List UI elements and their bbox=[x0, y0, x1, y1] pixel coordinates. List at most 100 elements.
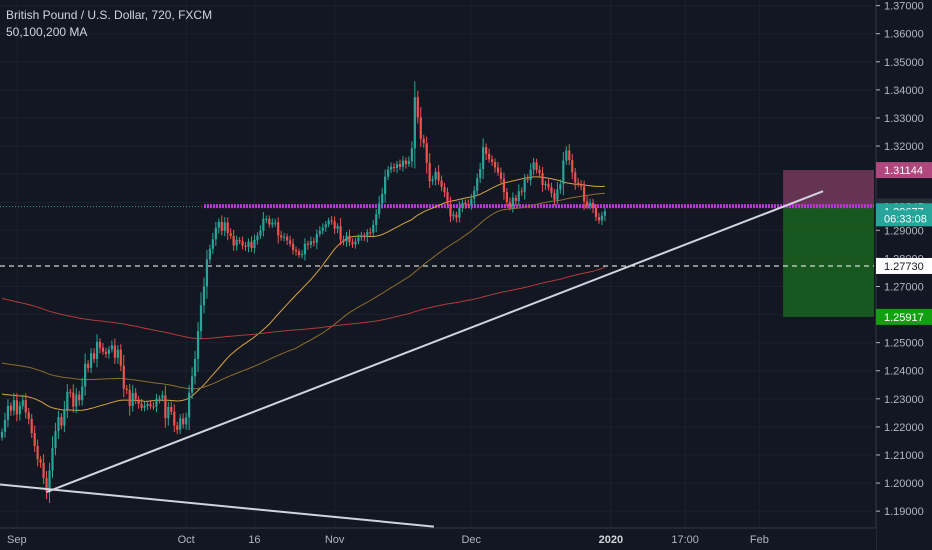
candle-body bbox=[431, 179, 434, 182]
price-label-bg bbox=[876, 162, 932, 179]
candle-body bbox=[283, 236, 286, 238]
symbol-title: British Pound / U.S. Dollar, 720, FXCM bbox=[6, 8, 213, 22]
candle-body bbox=[42, 462, 45, 479]
indicator-label: 50,100,200 MA bbox=[6, 25, 88, 39]
candle-body bbox=[297, 251, 301, 256]
candle-body bbox=[193, 358, 197, 377]
price-axis[interactable]: 1.19000 1.20000 1.21000 1.22000 1.23000 1.240… bbox=[875, 0, 932, 550]
candle-body bbox=[550, 187, 553, 193]
candle-body bbox=[505, 192, 508, 203]
candle-body bbox=[490, 159, 494, 163]
candle-body bbox=[54, 431, 57, 448]
candle-body bbox=[583, 186, 586, 202]
candle-body bbox=[286, 236, 289, 241]
candle-body bbox=[30, 419, 33, 434]
candle-body bbox=[84, 363, 87, 387]
candle-body bbox=[51, 447, 54, 471]
candle-body bbox=[176, 425, 179, 430]
candle-body bbox=[309, 241, 312, 245]
candle-body bbox=[232, 235, 235, 246]
candle-body bbox=[568, 150, 571, 161]
time-axis[interactable]: Sep Oct 16 Nov Dec 2020 17:00 Feb bbox=[0, 527, 876, 550]
candle-body bbox=[496, 167, 500, 173]
uptrend-line[interactable] bbox=[46, 190, 824, 493]
candle-body bbox=[351, 242, 354, 245]
candle-body bbox=[143, 405, 146, 408]
candle-body bbox=[401, 160, 405, 167]
candle-body bbox=[585, 201, 589, 206]
downtrend-line[interactable] bbox=[0, 483, 434, 528]
time-tick-label: Sep bbox=[7, 534, 27, 546]
candle-body bbox=[110, 345, 113, 350]
candle-body bbox=[291, 243, 295, 250]
candle-body bbox=[164, 395, 167, 419]
candle-body bbox=[538, 169, 541, 174]
candle-body bbox=[131, 392, 134, 407]
candle-body bbox=[565, 150, 568, 161]
candle-body bbox=[274, 222, 277, 224]
candle-body bbox=[220, 221, 223, 231]
candle-body bbox=[556, 189, 559, 200]
candle-body bbox=[594, 208, 598, 218]
candle-body bbox=[461, 202, 464, 208]
candle-body bbox=[24, 400, 27, 413]
candle-body bbox=[185, 417, 188, 425]
candle-body bbox=[75, 394, 78, 407]
candle-body bbox=[128, 389, 131, 407]
candle-body bbox=[60, 417, 63, 426]
candle-body bbox=[357, 237, 360, 242]
price-tick-label: 1.29000 bbox=[884, 225, 924, 237]
candle-body bbox=[425, 143, 428, 163]
candle-body bbox=[493, 162, 497, 168]
price-labels: 1.311441.298451.2967706:33:081.277301.25… bbox=[876, 162, 932, 325]
candle-body bbox=[485, 147, 488, 154]
candle-body bbox=[520, 191, 523, 193]
candle-body bbox=[464, 202, 467, 205]
candle-body bbox=[381, 193, 384, 204]
candle-body bbox=[57, 417, 60, 432]
candle-body bbox=[92, 353, 96, 359]
candle-body bbox=[253, 239, 256, 248]
candle-body bbox=[262, 218, 265, 231]
candle-body bbox=[559, 184, 562, 190]
candle-body bbox=[392, 166, 396, 168]
candle-body bbox=[244, 245, 247, 247]
candle-body bbox=[324, 224, 327, 228]
price-tick-label: 1.24000 bbox=[884, 366, 924, 378]
trendlines[interactable] bbox=[0, 190, 824, 528]
candle-body bbox=[603, 211, 607, 216]
candle-body bbox=[188, 392, 191, 418]
candle-body bbox=[161, 395, 164, 399]
candle-body bbox=[517, 191, 520, 202]
price-label-text: 06:33:08 bbox=[884, 213, 927, 225]
candle-body bbox=[6, 405, 10, 420]
candle-body bbox=[440, 180, 443, 187]
candle-body bbox=[473, 190, 476, 199]
candle-body bbox=[342, 239, 345, 242]
candle-body bbox=[66, 391, 69, 410]
candle-body bbox=[235, 239, 238, 246]
candle-body bbox=[288, 240, 292, 244]
candle-body bbox=[12, 400, 15, 411]
candle-body bbox=[321, 227, 324, 231]
candle-body bbox=[315, 233, 318, 243]
chart-legend: British Pound / U.S. Dollar, 720, FXCM 5… bbox=[6, 7, 212, 41]
candle-body bbox=[9, 405, 13, 411]
candle-body bbox=[312, 241, 315, 243]
time-tick-label: 17:00 bbox=[671, 534, 699, 546]
candle-body bbox=[33, 433, 36, 446]
candle-body bbox=[113, 345, 116, 358]
candle-body bbox=[526, 179, 529, 181]
price-tick-label: 1.34000 bbox=[884, 85, 924, 97]
candle-body bbox=[170, 406, 173, 412]
candle-body bbox=[354, 241, 357, 245]
candle-body bbox=[72, 392, 75, 407]
candle-body bbox=[588, 202, 592, 206]
horizontal-levels bbox=[0, 204, 874, 267]
candle-body bbox=[476, 178, 479, 191]
candle-body bbox=[87, 363, 90, 368]
price-tick-label: 1.35000 bbox=[884, 57, 924, 69]
candle-body bbox=[410, 148, 413, 162]
candle-body bbox=[247, 241, 250, 247]
